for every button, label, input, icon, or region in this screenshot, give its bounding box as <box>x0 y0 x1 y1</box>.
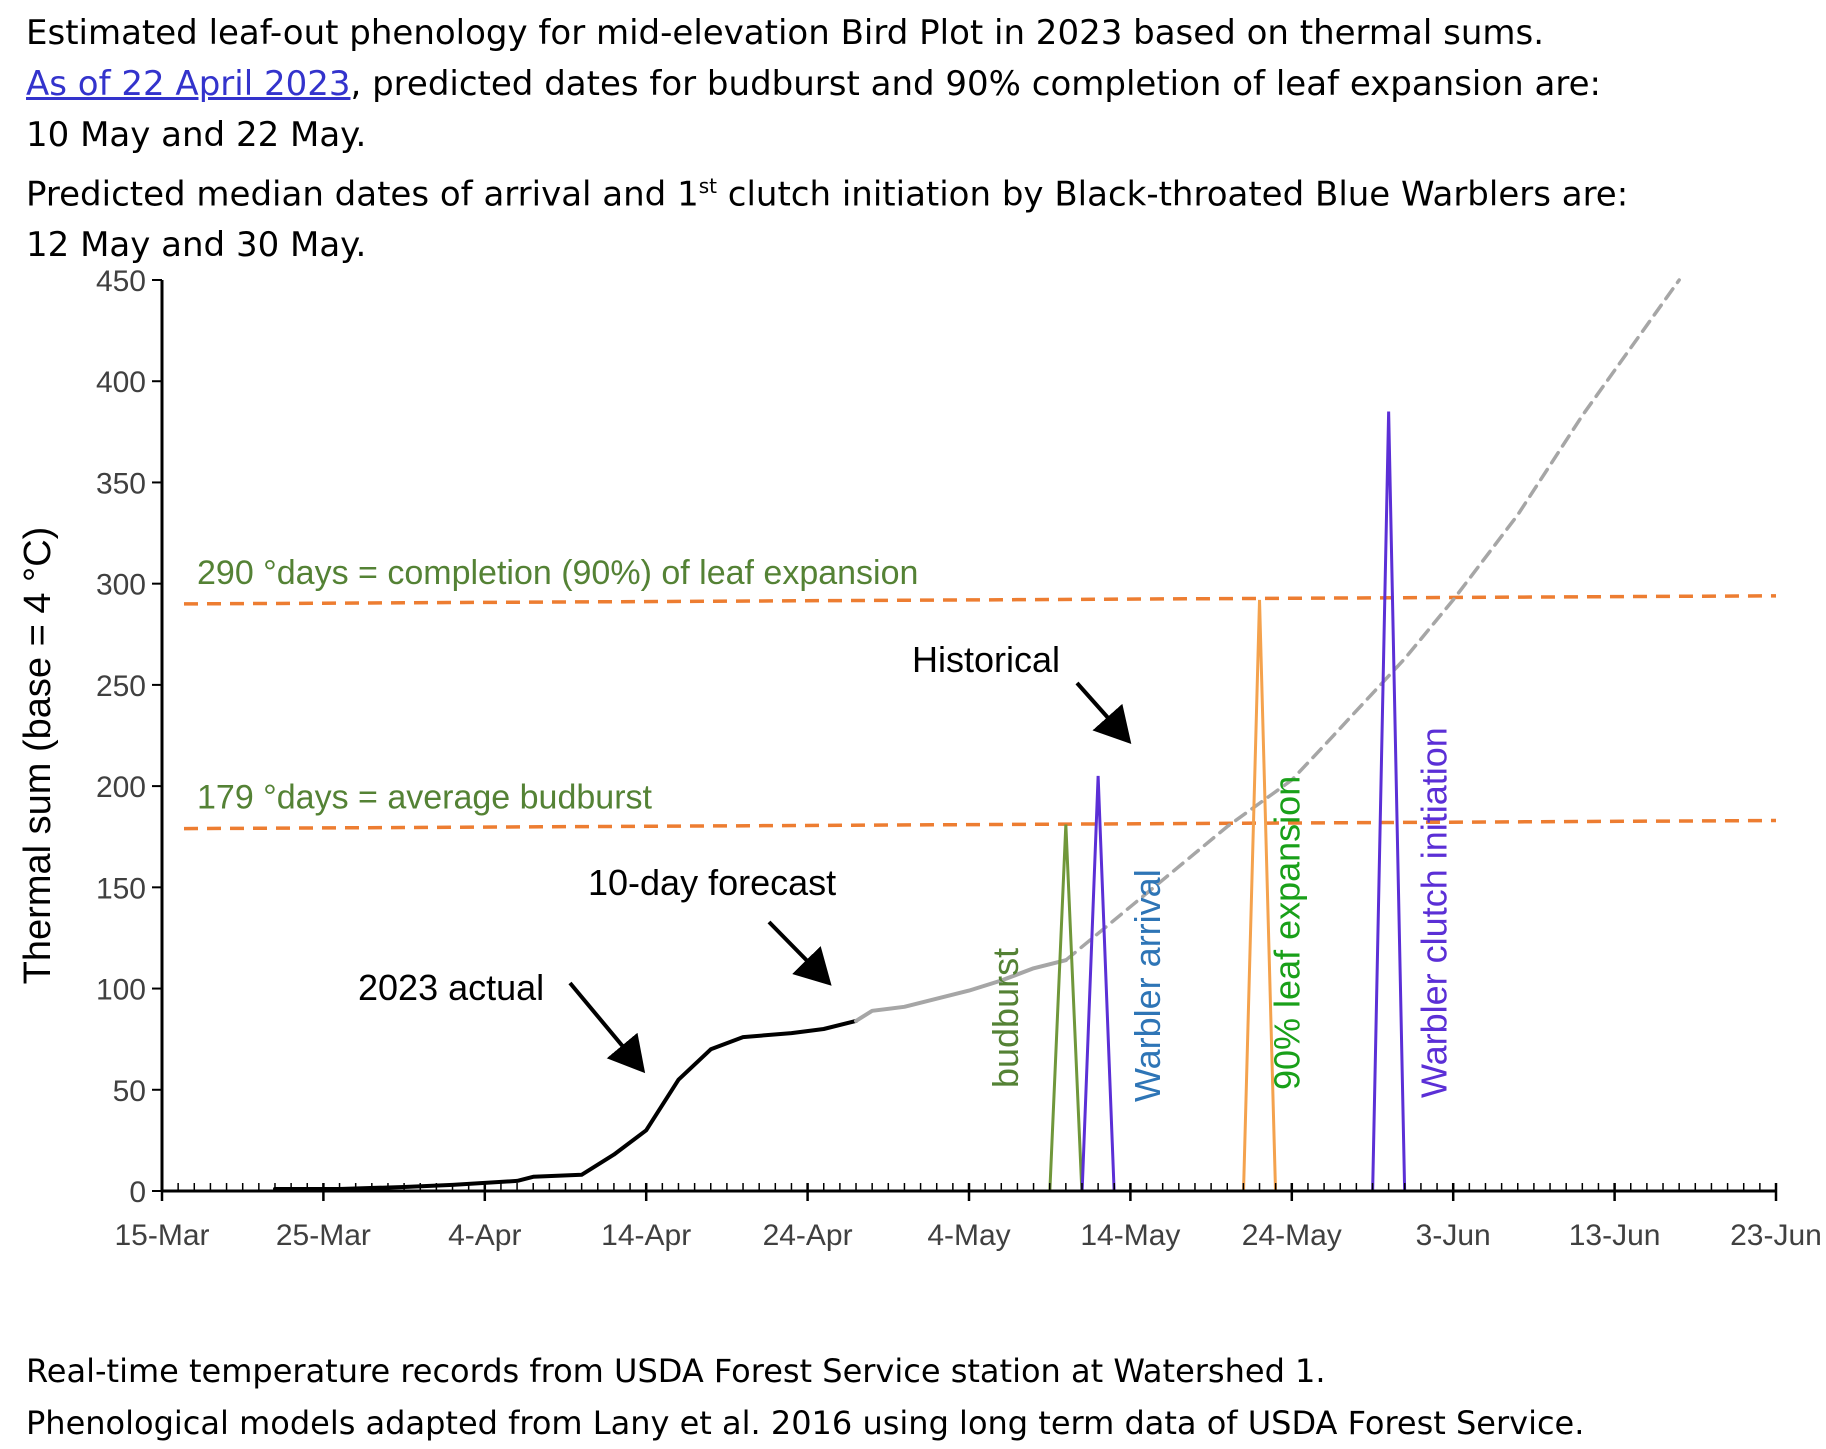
threshold-line <box>183 594 1777 606</box>
y-tick-label: 200 <box>96 771 146 804</box>
threshold-lines <box>183 594 1777 831</box>
x-tick-label: 4-Apr <box>448 1219 521 1252</box>
header-line-4-pre: Predicted median dates of arrival and 1 <box>26 174 699 215</box>
x-tick-label: 14-Apr <box>601 1219 691 1252</box>
threshold-label: 179 °days = average budburst <box>197 779 653 817</box>
y-tick-label: 0 <box>129 1176 146 1209</box>
y-tick-label: 50 <box>113 1075 146 1108</box>
event-spike <box>1242 599 1278 1192</box>
y-tick-label: 400 <box>96 366 146 399</box>
y-axis-title: Thermal sum (base = 4 °C) <box>17 527 59 985</box>
header-line-2-rest: , predicted dates for budburst and 90% c… <box>350 64 1601 104</box>
x-tick-label: 4-May <box>927 1219 1010 1252</box>
as-of-date-link[interactable]: As of 22 April 2023 <box>26 64 351 104</box>
x-tick-label: 24-May <box>1242 1219 1342 1252</box>
series-annotation: Historical <box>912 639 1060 680</box>
header-line-4-sup: st <box>698 174 717 198</box>
event-label: 90% leaf expansion <box>1267 776 1308 1090</box>
y-tick-label: 150 <box>96 872 146 905</box>
series-line <box>854 958 1068 1023</box>
header-line-4: Predicted median dates of arrival and 1s… <box>26 161 1816 220</box>
event-label: Warbler clutch initiation <box>1414 727 1455 1098</box>
header-line-4-post: clutch initiation by Black-throated Blue… <box>716 174 1629 215</box>
event-spike <box>1080 775 1116 1192</box>
header-line-3: 10 May and 22 May. <box>26 115 367 155</box>
chart-footer: Real-time temperature records from USDA … <box>26 1345 1816 1449</box>
header-line-5: 12 May and 30 May. <box>26 225 367 266</box>
event-spike <box>1371 411 1407 1192</box>
annotation-arrow <box>1075 681 1132 744</box>
y-tick-label: 300 <box>96 569 146 602</box>
y-tick-label: 250 <box>96 670 146 703</box>
chart-header: Estimated leaf-out phenology for mid-ele… <box>26 8 1816 271</box>
series-lines <box>162 278 1760 1193</box>
event-spike <box>1048 824 1084 1192</box>
x-tick-label: 15-Mar <box>114 1219 209 1252</box>
x-tick-label: 3-Jun <box>1416 1219 1491 1252</box>
annotation-arrow <box>767 920 832 986</box>
event-label: Warbler arrival <box>1127 869 1168 1102</box>
y-tick-label: 350 <box>96 467 146 500</box>
event-spikes <box>1048 411 1407 1192</box>
x-tick-label: 14-May <box>1080 1219 1180 1252</box>
x-tick-label: 13-Jun <box>1569 1219 1661 1252</box>
annotation-arrow <box>568 981 646 1074</box>
axes: 0 50 100 150 200 250 300 350 400 450 15-Mar 25-Mar 4… <box>96 265 1822 1252</box>
threshold-line <box>183 818 1777 831</box>
event-label: budburst <box>985 948 1026 1088</box>
series-line <box>1064 278 1681 962</box>
series-annotation: 10-day forecast <box>588 862 836 903</box>
footer-line-2: Phenological models adapted from Lany et… <box>26 1404 1585 1442</box>
y-tick-label: 100 <box>96 974 146 1007</box>
series-line <box>273 1018 858 1191</box>
series-annotation: 2023 actual <box>358 967 544 1008</box>
x-tick-label: 25-Mar <box>276 1219 371 1252</box>
y-tick-label: 450 <box>96 265 146 298</box>
annotation-arrows <box>568 681 1132 1074</box>
x-tick-label: 24-Apr <box>763 1219 853 1252</box>
x-tick-label: 23-Jun <box>1730 1219 1822 1252</box>
header-line-2: As of 22 April 2023, predicted dates for… <box>26 59 1816 110</box>
threshold-label: 290 °days = completion (90%) of leaf exp… <box>197 554 918 592</box>
footer-line-1: Real-time temperature records from USDA … <box>26 1352 1326 1390</box>
header-line-1: Estimated leaf-out phenology for mid-ele… <box>26 13 1545 53</box>
chart-labels: 179 °days = average budburst 290 °days = … <box>17 527 1455 1102</box>
